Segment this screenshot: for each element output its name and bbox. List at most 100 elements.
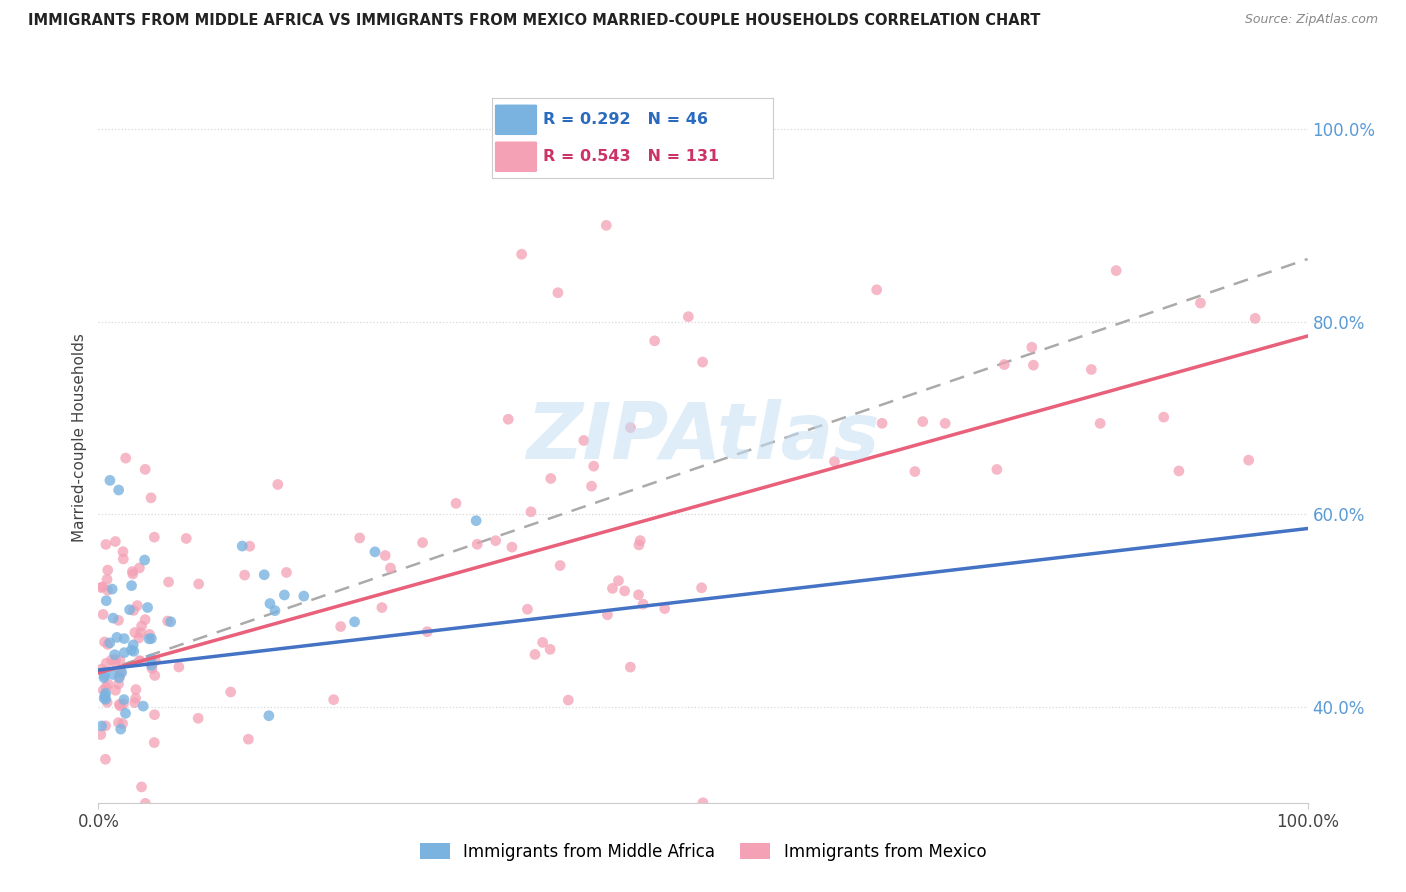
Point [105,631,128,645]
Point [678,310,700,324]
Point [520,505,543,519]
Y-axis label: Married-couple Households: Married-couple Households [72,333,87,541]
Point [111,716,134,731]
Point [122,638,145,652]
Point [619,660,641,674]
Point [644,334,666,348]
Point [104,683,127,698]
Point [572,434,595,448]
Point [349,531,371,545]
Point [94,537,117,551]
Point [134,797,156,811]
Point [108,654,131,668]
Point [292,589,315,603]
Point [371,600,394,615]
Point [157,574,180,589]
Point [557,693,579,707]
Point [134,462,156,476]
FancyBboxPatch shape [495,104,537,135]
Point [97,677,120,691]
Point [934,417,956,431]
Point [1237,453,1260,467]
Point [1021,340,1043,354]
Point [90,581,112,595]
Point [112,646,135,660]
Point [1080,362,1102,376]
Point [112,697,135,711]
Point [986,462,1008,476]
Point [96,573,118,587]
Point [93,691,115,706]
Point [444,496,467,510]
Point [692,796,714,810]
Point [364,545,387,559]
Point [233,568,256,582]
Point [132,699,155,714]
Point [96,593,118,607]
Point [582,459,605,474]
Point [136,600,159,615]
Point [134,553,156,567]
Point [124,691,146,706]
Point [139,491,162,505]
Point [125,682,148,697]
Point [90,662,112,676]
Point [465,514,488,528]
Point [139,652,162,666]
Point [112,692,135,706]
Point [97,563,120,577]
Point [93,671,115,685]
Point [516,602,538,616]
Legend: Immigrants from Middle Africa, Immigrants from Mexico: Immigrants from Middle Africa, Immigrant… [413,837,993,868]
Point [120,643,142,657]
Point [239,539,262,553]
Point [94,752,117,766]
Point [581,479,603,493]
FancyBboxPatch shape [495,142,537,172]
Point [101,667,124,681]
Point [122,644,145,658]
Point [104,655,127,669]
Point [110,722,132,736]
Text: R = 0.543   N = 131: R = 0.543 N = 131 [543,149,718,164]
Point [104,534,127,549]
Point [219,685,242,699]
Point [131,619,153,633]
Point [607,574,630,588]
Point [167,660,190,674]
Point [824,454,846,468]
Point [129,625,152,640]
Point [111,665,134,680]
Point [904,465,927,479]
Point [110,698,132,713]
Point [94,689,117,703]
Point [1153,410,1175,425]
Point [257,708,280,723]
Point [993,358,1015,372]
Point [110,664,132,678]
Point [276,566,298,580]
Text: IMMIGRANTS FROM MIDDLE AFRICA VS IMMIGRANTS FROM MEXICO MARRIED-COUPLE HOUSEHOLD: IMMIGRANTS FROM MIDDLE AFRICA VS IMMIGRA… [28,13,1040,29]
Point [91,580,114,594]
Point [139,656,162,670]
Point [911,415,934,429]
Point [1022,358,1045,372]
Point [253,567,276,582]
Point [602,582,624,596]
Point [122,603,145,617]
Point [112,552,135,566]
Text: Source: ZipAtlas.com: Source: ZipAtlas.com [1244,13,1378,27]
Point [143,530,166,544]
Text: ZIPAtlas: ZIPAtlas [526,399,880,475]
Point [134,613,156,627]
Point [596,607,619,622]
Point [138,627,160,641]
Point [107,677,129,691]
Point [141,658,163,673]
Point [1167,464,1189,478]
Point [273,588,295,602]
Point [94,680,117,694]
Point [128,631,150,645]
Point [343,615,366,629]
Point [121,566,143,581]
